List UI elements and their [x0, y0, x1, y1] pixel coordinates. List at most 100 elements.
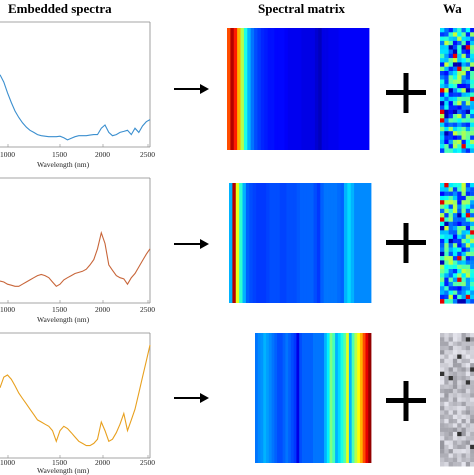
matrix-column	[335, 28, 339, 150]
noise-cell	[470, 226, 474, 231]
tick-1000: 1000	[0, 458, 15, 467]
noise-cell	[452, 135, 458, 140]
noise-cell	[448, 449, 454, 454]
noise-cell	[461, 28, 466, 33]
noise-cell	[470, 260, 474, 265]
noise-cell	[444, 247, 449, 252]
noise-cell	[457, 32, 462, 37]
noise-cell	[470, 449, 474, 454]
noise-cell	[440, 264, 445, 270]
tick-2000: 2000	[95, 305, 110, 314]
noise-cell	[452, 440, 458, 445]
noise-cell	[457, 58, 462, 63]
noise-cell	[461, 290, 466, 295]
noise-cell	[461, 371, 466, 377]
noise-cell	[444, 40, 449, 46]
noise-cell	[444, 299, 449, 304]
noise-cell	[448, 457, 454, 463]
matrix-column	[260, 28, 265, 150]
noise-cell	[457, 49, 462, 54]
noise-cell	[465, 183, 471, 188]
noise-cell	[457, 345, 462, 351]
noise-cell	[440, 238, 445, 244]
noise-cell	[461, 217, 466, 222]
noise-cell	[461, 204, 466, 209]
matrix-column	[274, 28, 279, 150]
noise-cell	[440, 380, 445, 385]
noise-cell	[465, 49, 471, 54]
noise-cell	[452, 62, 458, 67]
noise-cell	[470, 341, 474, 347]
matrix-column	[233, 28, 238, 150]
noise-cell	[457, 286, 462, 291]
noise-cell	[444, 457, 449, 463]
noise-cell	[470, 294, 474, 300]
noise-cell	[465, 380, 471, 385]
matrix-column	[230, 28, 235, 150]
noise-cell	[465, 457, 471, 463]
matrix-column	[318, 333, 322, 463]
noise-cell	[465, 286, 471, 291]
noise-cell	[457, 96, 462, 102]
noise-cell	[461, 294, 466, 300]
noise-cell	[457, 105, 462, 110]
matrix-column	[245, 183, 250, 303]
noise-cell	[452, 109, 458, 115]
matrix-column	[276, 183, 281, 303]
noise-cell	[470, 345, 474, 351]
noise-cell	[461, 200, 466, 205]
noise-cell	[440, 423, 445, 428]
noise-cell	[440, 260, 445, 265]
noise-cell	[465, 139, 471, 145]
matrix-column	[340, 333, 344, 463]
noise-cell	[440, 393, 445, 398]
noise-cell	[470, 457, 474, 463]
noise-cell	[470, 28, 474, 33]
noise-cell	[448, 83, 454, 89]
noise-cell	[465, 32, 471, 37]
matrix-column	[348, 28, 353, 150]
noise-cell	[465, 436, 471, 441]
matrix-column	[337, 183, 341, 303]
noise-matrix-row1	[440, 28, 474, 153]
noise-cell	[448, 401, 454, 407]
noise-cell	[452, 354, 458, 359]
noise-cell	[452, 277, 458, 283]
plus-sign-row3	[386, 381, 426, 421]
noise-cell	[465, 371, 471, 377]
noise-cell	[470, 36, 474, 42]
noise-cell	[461, 208, 466, 214]
noise-cell	[448, 286, 454, 291]
matrix-column	[281, 28, 285, 150]
noise-cell	[452, 105, 458, 110]
noise-cell	[448, 226, 454, 231]
noise-cell	[457, 53, 462, 59]
noise-cell	[452, 256, 458, 261]
noise-cell	[470, 148, 474, 153]
noise-cell	[448, 118, 454, 123]
noise-cell	[461, 436, 466, 441]
noise-cell	[452, 243, 458, 248]
noise-cell	[457, 401, 462, 407]
matrix-column	[256, 183, 260, 303]
noise-cell	[444, 251, 449, 257]
noise-cell	[470, 427, 474, 433]
noise-cell	[452, 337, 458, 342]
matrix-column	[257, 333, 261, 463]
noise-cell	[470, 71, 474, 76]
noise-cell	[457, 341, 462, 347]
noise-cell	[440, 457, 445, 463]
matrix-column	[277, 28, 282, 150]
noise-cell	[457, 135, 462, 140]
noise-cell	[452, 114, 458, 119]
noise-cell	[457, 126, 462, 132]
matrix-column	[266, 333, 270, 463]
noise-cell	[461, 213, 466, 218]
noise-cell	[452, 453, 458, 458]
noise-cell	[461, 144, 466, 149]
noise-cell	[461, 273, 466, 278]
noise-cell	[444, 358, 449, 364]
noise-cell	[452, 345, 458, 351]
tick-2500: 2500	[140, 150, 155, 159]
noise-cell	[465, 96, 471, 102]
